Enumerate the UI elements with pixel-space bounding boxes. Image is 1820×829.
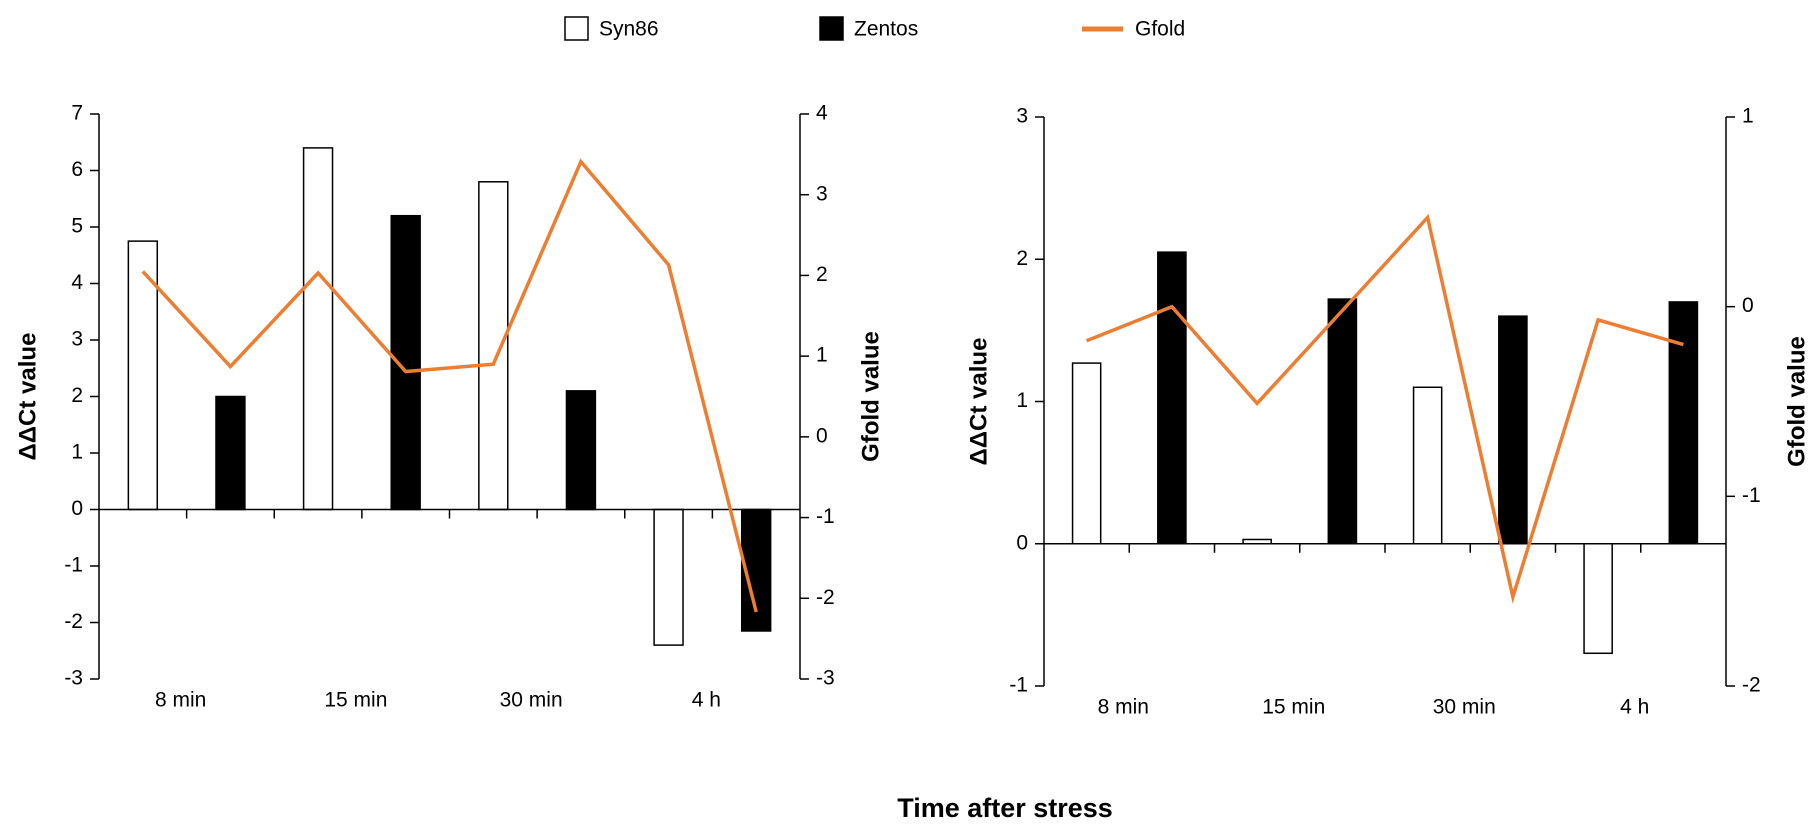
y-tick-label: -3: [64, 667, 83, 690]
y2-tick-label: 0: [816, 424, 828, 447]
y2-tick-label: -2: [1742, 674, 1761, 697]
legend-label: Zentos: [854, 18, 918, 41]
bar: [1668, 301, 1699, 545]
bar: [1157, 251, 1187, 545]
legend-swatch: [819, 16, 844, 41]
y-tick-label: 7: [71, 102, 83, 125]
x-tick-label: 8 min: [1098, 696, 1149, 719]
y-tick-label: 2: [1016, 247, 1028, 270]
y2-tick-label: -1: [1742, 484, 1761, 507]
legend-label: Syn86: [599, 18, 659, 41]
y2-tick-label: 2: [816, 263, 828, 286]
y-tick-label: 4: [71, 271, 83, 294]
y-axis-title: ΔΔCt value: [14, 333, 41, 461]
bar: [565, 390, 597, 511]
y-tick-label: 3: [1016, 105, 1028, 128]
bar: [302, 147, 334, 511]
bar: [1071, 362, 1102, 545]
legend-label: Gfold: [1135, 18, 1185, 41]
y-tick-label: 0: [1016, 531, 1028, 554]
bar: [1327, 298, 1358, 545]
y-tick-label: 0: [71, 497, 83, 520]
y2-tick-label: 4: [816, 102, 828, 125]
y2-tick-label: -1: [816, 505, 835, 528]
y2-tick-label: 1: [816, 344, 828, 367]
y-tick-label: 5: [71, 215, 83, 238]
y-tick-label: 3: [71, 328, 83, 351]
bar: [215, 395, 246, 511]
x-tick-label: 30 min: [500, 689, 563, 712]
gfold-line: [1085, 213, 1684, 604]
y2-tick-label: 0: [1742, 294, 1754, 317]
gfold-line: [141, 158, 758, 613]
y2-axis-title: Gfold value: [857, 331, 884, 462]
y-tick-label: 1: [1016, 389, 1028, 412]
x-axis-title: Time after stress: [897, 793, 1113, 823]
y2-axis-title: Gfold value: [1783, 336, 1810, 467]
y2-tick-label: -3: [816, 667, 835, 690]
y-tick-label: -1: [64, 554, 83, 577]
x-tick-label: 30 min: [1433, 696, 1496, 719]
y2-tick-label: -2: [816, 586, 835, 609]
x-tick-label: 8 min: [155, 689, 206, 712]
bar: [1498, 315, 1528, 545]
bar: [653, 508, 684, 646]
x-tick-label: 15 min: [324, 689, 387, 712]
y-tick-label: -1: [1009, 674, 1028, 697]
y-tick-label: 2: [71, 384, 83, 407]
y-tick-label: 1: [71, 441, 83, 464]
y-axis-title: ΔΔCt value: [965, 338, 992, 466]
bar: [1583, 543, 1613, 655]
y-tick-label: 6: [71, 158, 83, 181]
x-tick-label: 4 h: [1620, 696, 1649, 719]
x-tick-label: 4 h: [692, 689, 721, 712]
bar: [478, 181, 509, 511]
bar: [1412, 386, 1443, 545]
y-tick-label: -2: [64, 610, 83, 633]
y2-tick-label: 3: [816, 182, 828, 205]
y2-tick-label: 1: [1742, 105, 1754, 128]
x-tick-label: 15 min: [1262, 696, 1325, 719]
legend-swatch: [564, 16, 589, 41]
